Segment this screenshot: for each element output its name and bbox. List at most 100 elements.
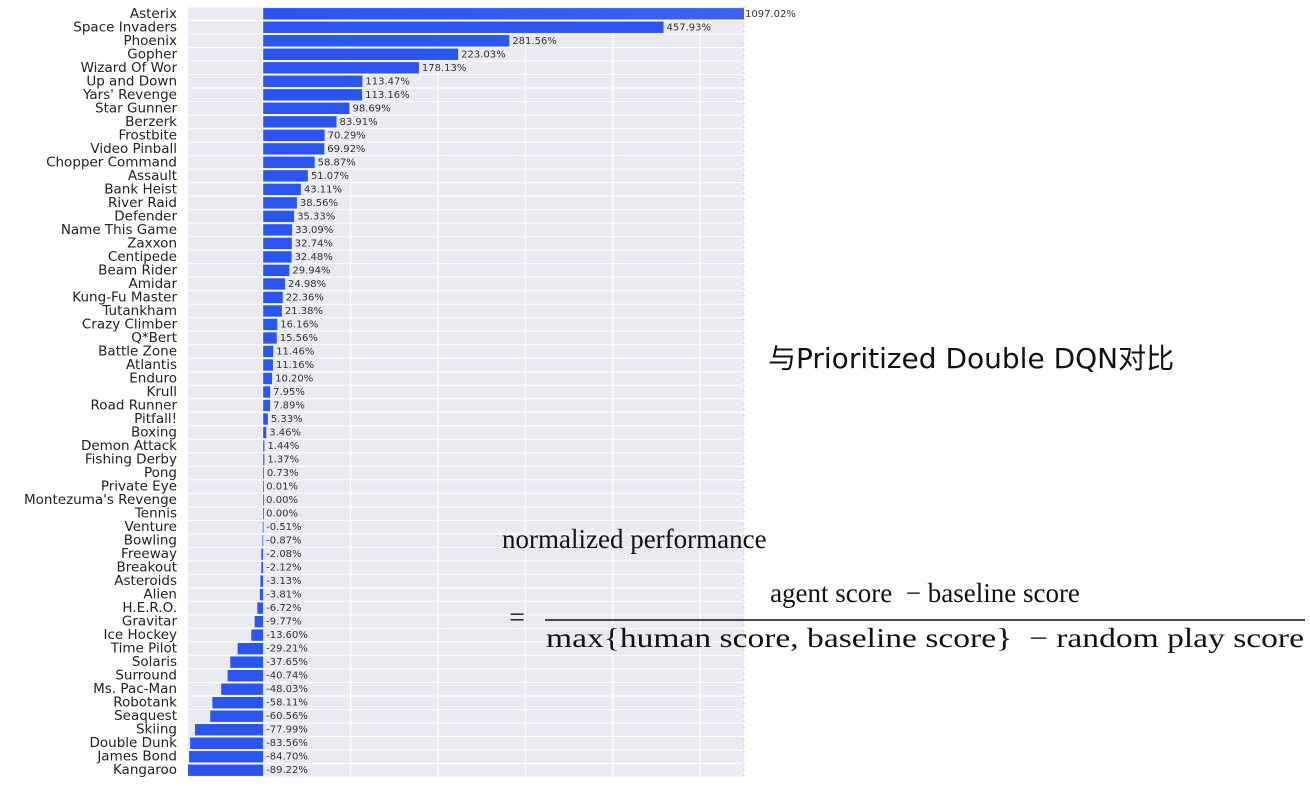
value-label: 10.20% [275,373,313,384]
category-label: Up and Down [86,73,177,89]
category-label: River Raid [108,195,177,211]
category-label: Breakout [116,560,177,576]
category-label: Private Eye [101,479,177,495]
bar [261,548,264,560]
bar [263,35,510,47]
value-label: -9.77% [266,617,301,628]
bar [263,62,419,74]
value-label: 1097.02% [745,9,796,20]
category-label: Skiing [136,722,177,738]
category-label: Battle Zone [98,343,177,359]
value-label: 1.44% [267,441,299,452]
bar [263,264,290,277]
value-label: 15.56% [280,333,318,344]
value-label: -0.87% [266,536,301,547]
bar [230,656,264,668]
category-label: Enduro [129,370,177,386]
value-label: -48.03% [266,684,308,695]
bar [263,372,273,385]
category-label: Centipede [108,249,177,265]
category-label: Space Invaders [73,19,177,35]
value-label: 29.94% [292,265,330,276]
denominator: max{human score, baseline score} − rando… [546,623,1304,653]
value-label: 51.07% [311,171,349,182]
value-label: 22.36% [286,292,324,303]
value-label: 69.92% [327,144,365,155]
value-label: -6.72% [266,603,301,614]
category-label: Time Pilot [110,641,177,657]
bar [257,602,264,614]
bar [263,251,292,263]
bar [263,480,264,493]
bar [263,183,301,196]
value-label: -77.99% [266,725,308,736]
labels: Asterix 1097.02% Space Invaders 457.93% Phoe… [24,6,796,778]
category-label: Boxing [131,425,177,441]
bar [195,724,264,736]
category-label: Demon Attack [81,438,177,454]
bar [263,170,308,182]
category-label: Wizard Of Wor [81,60,178,76]
bar [221,683,264,695]
value-label: -0.51% [266,522,301,533]
category-label: Tennis [134,506,177,522]
bar [263,305,282,317]
value-label: 1.37% [267,455,299,466]
bar [263,278,286,290]
value-label: 178.13% [422,63,467,74]
bar [263,359,273,371]
bar [263,116,337,128]
formula-lhs: normalized performance [502,524,767,554]
bar [262,521,264,533]
value-label: 7.89% [273,401,305,412]
bar [263,143,325,155]
value-label: 24.98% [288,279,326,290]
category-label: Berzerk [125,114,177,130]
bar [251,629,264,641]
category-label: Ice Hockey [104,627,177,643]
category-label: Amidar [128,276,177,292]
bar [263,467,264,479]
value-label: 7.95% [273,387,305,398]
value-label: -84.70% [266,752,308,763]
category-label: Atlantis [126,357,177,373]
category-label: Road Runner [91,398,178,414]
value-label: -83.56% [266,738,308,749]
bar [263,197,297,209]
category-label: Q*Bert [131,330,177,346]
equals-sign: = [509,602,525,633]
value-label: 223.03% [461,49,506,60]
bar [263,224,293,236]
category-label: Phoenix [123,33,177,49]
bars [188,8,744,776]
heading: 与Prioritized Double DQN对比 [768,342,1174,375]
category-label: Krull [147,384,177,400]
bar [263,413,268,425]
bar [259,588,264,601]
category-label: Asterix [130,6,177,22]
category-label: Asteroids [114,573,177,589]
category-label: Star Gunner [95,100,177,116]
value-label: -29.21% [266,644,308,655]
bar [263,237,292,250]
value-label: 70.29% [328,130,366,141]
value-label: 11.46% [276,346,314,357]
value-label: -40.74% [266,671,308,682]
value-label: 21.38% [285,306,323,317]
value-label: 98.69% [352,103,390,114]
value-label: -37.65% [266,657,308,668]
category-label: Tutankham [101,303,177,319]
value-label: -3.81% [266,590,301,601]
bar [263,210,295,223]
value-label: 35.33% [297,211,335,222]
value-label: -58.11% [266,698,308,709]
value-label: 33.09% [295,225,333,236]
value-label: 43.11% [304,184,342,195]
bar [227,670,264,682]
category-label: Assault [128,168,177,184]
category-label: Montezuma's Revenge [24,492,177,508]
category-label: Fishing Derby [85,452,177,468]
category-label: Kangaroo [113,762,177,778]
bar [188,764,264,776]
